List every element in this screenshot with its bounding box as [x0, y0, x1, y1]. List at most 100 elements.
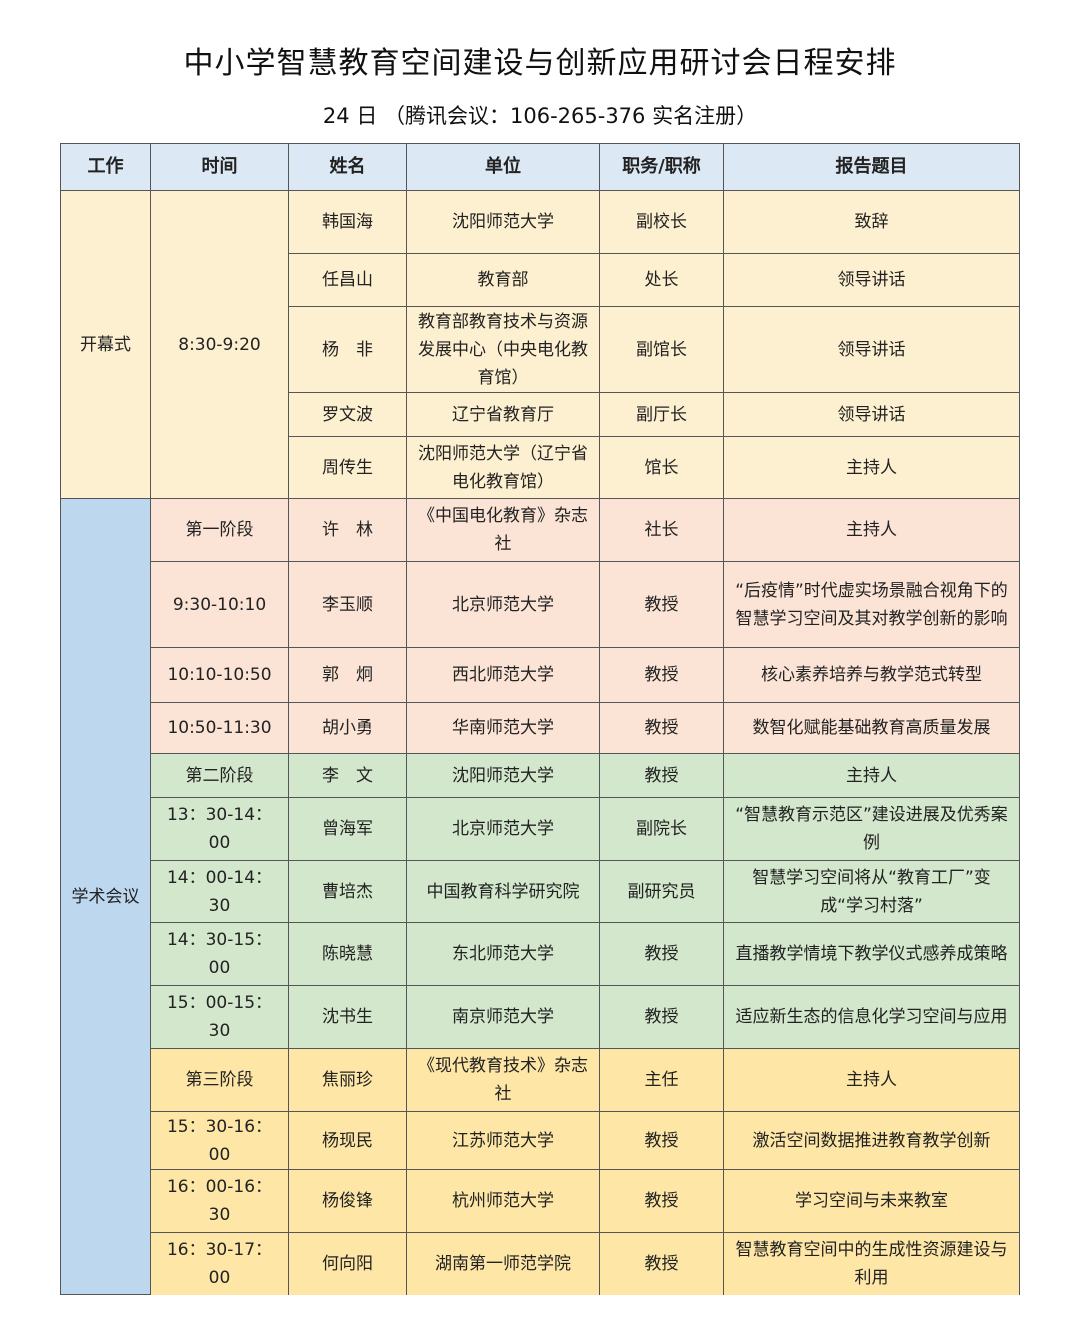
post-cell: 教授 [599, 1111, 724, 1170]
table-row: 14：30-15：00 陈晓慧 东北师范大学 教授 直播教学情境下教学仪式感养成策略 [61, 922, 1020, 986]
name-cell: 杨俊锋 [288, 1169, 407, 1233]
name-cell: 郭 炯 [288, 647, 407, 703]
name-cell: 李 文 [288, 753, 407, 798]
unit-cell: 华南师范大学 [406, 702, 600, 754]
topic-cell: 领导讲话 [723, 392, 1020, 437]
topic-cell: 主持人 [723, 498, 1020, 562]
header-unit: 单位 [406, 143, 600, 191]
unit-cell: 北京师范大学 [406, 561, 600, 648]
name-cell: 胡小勇 [288, 702, 407, 754]
table-row: 15：00-15：30 沈书生 南京师范大学 教授 适应新生态的信息化学习空间与应用 [61, 985, 1020, 1049]
post-cell: 教授 [599, 702, 724, 754]
name-cell: 曾海军 [288, 797, 407, 861]
unit-cell: 《中国电化教育》杂志社 [406, 498, 600, 562]
work-cell: 学术会议 [60, 498, 151, 1295]
unit-cell: 沈阳师范大学（辽宁省电化教育馆） [406, 436, 600, 499]
time-cell: 14：30-15：00 [150, 922, 289, 986]
post-cell: 副研究员 [599, 860, 724, 923]
post-cell: 教授 [599, 1169, 724, 1233]
unit-cell: 湖南第一师范学院 [406, 1232, 600, 1295]
post-cell: 社长 [599, 498, 724, 562]
table-row: 开幕式 8:30-9:20 韩国海 沈阳师范大学 副校长 致辞 [60, 190, 1020, 499]
table-row: 学术会议 第一阶段许 林《中国电化教育》杂志社 社长 主持人 [60, 498, 1020, 1295]
topic-cell: “智慧教育示范区”建设进展及优秀案例 [723, 797, 1020, 861]
topic-cell: 主持人 [723, 436, 1020, 499]
time-cell: 第一阶段 [150, 498, 289, 562]
topic-cell: 适应新生态的信息化学习空间与应用 [723, 985, 1020, 1049]
topic-cell: 直播教学情境下教学仪式感养成策略 [723, 922, 1020, 986]
topic-cell: 主持人 [723, 753, 1020, 798]
time-cell: 15：30-16：00 [150, 1111, 289, 1170]
table-row: 16：30-17：00 何向阳 湖南第一师范学院 教授 智慧教育空间中的生成性资源建设与… [61, 1232, 1020, 1295]
topic-cell: 核心素养培养与教学范式转型 [723, 647, 1020, 703]
time-cell: 8:30-9:20 [150, 190, 289, 499]
unit-cell: 沈阳师范大学 [406, 753, 600, 798]
time-cell: 第三阶段 [150, 1048, 289, 1112]
table-row: 10:10-10:50 郭 炯西北师范大学 教授 核心素养培养与教学范式转型 [61, 647, 1020, 703]
name-cell: 焦丽珍 [288, 1048, 407, 1112]
header-topic: 报告题目 [723, 143, 1020, 191]
topic-cell: 学习空间与未来教室 [723, 1169, 1020, 1233]
topic-cell: 智慧学习空间将从“教育工厂”变成“学习村落” [723, 860, 1020, 923]
table-row: 周传生 沈阳师范大学（辽宁省电化教育馆） 馆长 主持人 [61, 436, 1020, 499]
name-cell: 沈书生 [288, 985, 407, 1049]
name-cell: 韩国海 [288, 190, 407, 254]
name-cell: 许 林 [288, 498, 407, 562]
time-cell: 第二阶段 [150, 753, 289, 798]
page-title: 中小学智慧教育空间建设与创新应用研讨会日程安排 [183, 46, 897, 81]
time-cell: 13：30-14：00 [150, 797, 289, 861]
unit-cell: 西北师范大学 [406, 647, 600, 703]
topic-cell: 领导讲话 [723, 306, 1020, 393]
header-name: 姓名 [288, 143, 407, 191]
time-cell: 15：00-15：30 [150, 985, 289, 1049]
post-cell: 教授 [599, 753, 724, 798]
post-cell: 教授 [599, 647, 724, 703]
topic-cell: 激活空间数据推进教育教学创新 [723, 1111, 1020, 1170]
time-cell: 10:10-10:50 [150, 647, 289, 703]
post-cell: 教授 [599, 561, 724, 648]
table-row: 杨 非教育部教育技术与资源发展中心（中央电化教育馆） 副馆长 领导讲话 [61, 306, 1020, 393]
schedule-table: 工作 时间 姓名 单位 职务/职称 报告题目 开幕式 8:30-9:20 韩国海 沈阳师范大学副… [60, 143, 1020, 1295]
table-header-row: 工作 时间 姓名 单位 职务/职称 报告题目 [60, 143, 1020, 191]
work-cell: 开幕式 [60, 190, 151, 499]
name-cell: 李玉顺 [288, 561, 407, 648]
topic-cell: 数智化赋能基础教育高质量发展 [723, 702, 1020, 754]
unit-cell: 杭州师范大学 [406, 1169, 600, 1233]
post-cell: 副馆长 [599, 306, 724, 393]
table-row: 第二阶段李 文沈阳师范大学 教授 主持人 [61, 753, 1020, 798]
table-row: 第三阶段 焦丽珍 《现代教育技术》杂志社 主任 主持人 [61, 1048, 1020, 1112]
name-cell: 杨 非 [288, 306, 407, 393]
name-cell: 周传生 [288, 436, 407, 499]
unit-cell: 教育部教育技术与资源发展中心（中央电化教育馆） [406, 306, 600, 393]
unit-cell: 《现代教育技术》杂志社 [406, 1048, 600, 1112]
name-cell: 任昌山 [288, 253, 407, 307]
unit-cell: 辽宁省教育厅 [406, 392, 600, 437]
post-cell: 副校长 [599, 190, 724, 254]
post-cell: 副厅长 [599, 392, 724, 437]
time-cell: 14：00-14：30 [150, 860, 289, 923]
table-row: 罗文波 辽宁省教育厅 副厅长 领导讲话 [61, 392, 1020, 437]
post-cell: 主任 [599, 1048, 724, 1112]
table-row: 任昌山 教育部 处长 领导讲话 [61, 253, 1020, 307]
unit-cell: 沈阳师范大学 [406, 190, 600, 254]
unit-cell: 教育部 [406, 253, 600, 307]
name-cell: 杨现民 [288, 1111, 407, 1170]
header-work: 工作 [60, 143, 151, 191]
time-cell: 16：30-17：00 [150, 1232, 289, 1295]
time-cell: 16：00-16：30 [150, 1169, 289, 1233]
header-time: 时间 [150, 143, 289, 191]
table-row: 14：00-14：30 曹培杰 中国教育科学研究院 副研究员 智慧学习空间将从“教育工厂… [61, 860, 1020, 923]
post-cell: 教授 [599, 1232, 724, 1295]
post-cell: 教授 [599, 985, 724, 1049]
header-post: 职务/职称 [599, 143, 724, 191]
topic-cell: 致辞 [723, 190, 1020, 254]
unit-cell: 南京师范大学 [406, 985, 600, 1049]
post-cell: 副院长 [599, 797, 724, 861]
unit-cell: 北京师范大学 [406, 797, 600, 861]
page-subtitle: 24 日 （腾讯会议：106-265-376 实名注册） [322, 104, 758, 128]
topic-cell: “后疫情”时代虚实场景融合视角下的智慧学习空间及其对教学创新的影响 [723, 561, 1020, 648]
time-cell: 10:50-11:30 [150, 702, 289, 754]
name-cell: 曹培杰 [288, 860, 407, 923]
unit-cell: 江苏师范大学 [406, 1111, 600, 1170]
table-row: 15：30-16：00 杨现民 江苏师范大学 教授 激活空间数据推进教育教学创新 [61, 1111, 1020, 1170]
